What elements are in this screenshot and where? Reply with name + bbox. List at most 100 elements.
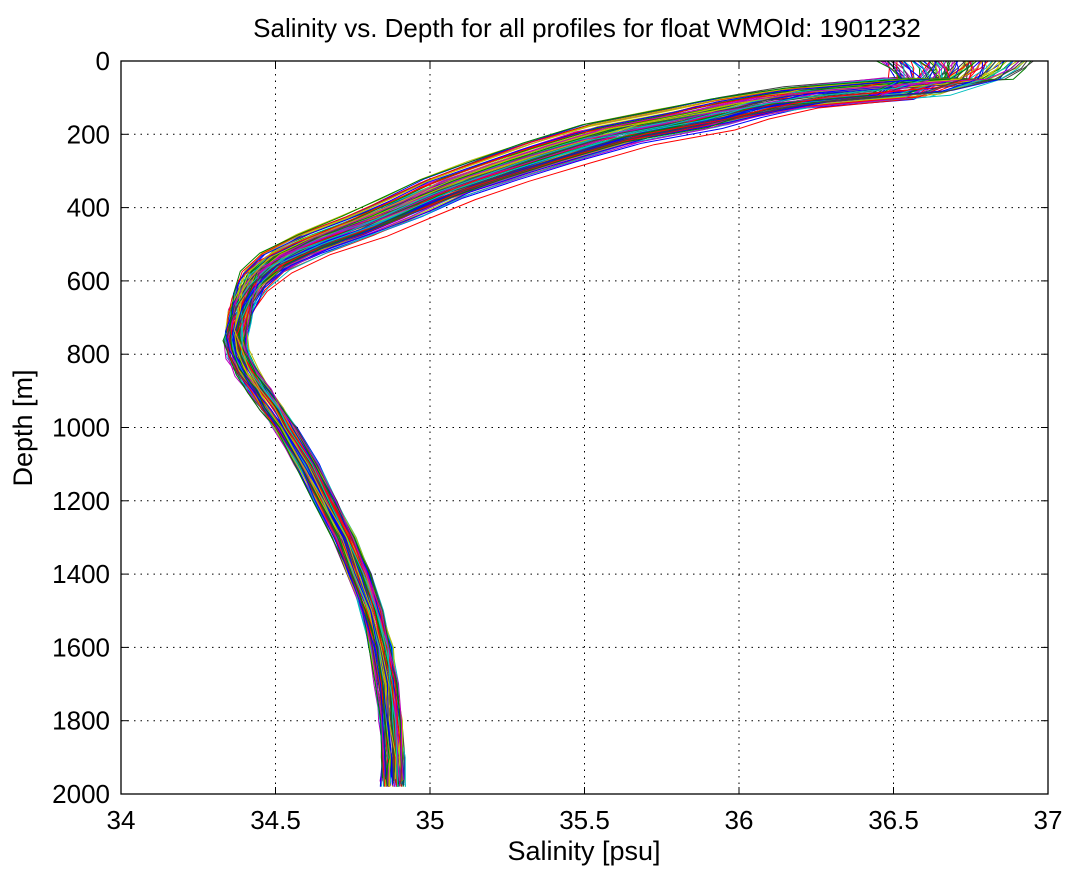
profile-line xyxy=(231,60,960,780)
profile-line xyxy=(242,60,1026,782)
y-tick-label: 1200 xyxy=(52,486,110,516)
x-tick-label: 36.5 xyxy=(868,805,919,835)
profile-line xyxy=(235,60,950,782)
profile-line xyxy=(238,60,988,787)
profile-line xyxy=(236,60,956,779)
profile-line xyxy=(231,60,905,784)
profile-line xyxy=(225,60,1001,787)
profile-line xyxy=(240,60,947,787)
profile-line xyxy=(243,60,938,783)
profile-line xyxy=(229,60,938,787)
profile-line xyxy=(225,60,941,787)
profile-line xyxy=(226,60,1025,787)
profile-line xyxy=(223,60,931,782)
profile-line xyxy=(244,60,993,787)
profile-line xyxy=(234,60,931,782)
profile-line xyxy=(237,60,1020,785)
profile-line xyxy=(222,60,903,779)
profile-line xyxy=(245,60,908,785)
profile-line xyxy=(238,60,972,783)
profile-line xyxy=(242,60,940,787)
profile-line xyxy=(234,60,942,787)
axis-ticks: 34 34.5 35 35.5 36 36.5 37 0 200 400 600 800 1000 120… xyxy=(52,46,1062,835)
profile-line xyxy=(235,60,969,784)
profile-line xyxy=(229,60,951,786)
profile-line xyxy=(227,60,997,787)
profile-line xyxy=(224,60,971,783)
y-tick-label: 1000 xyxy=(52,413,110,443)
x-tick-label: 36 xyxy=(725,805,754,835)
profile-line xyxy=(244,60,914,786)
profile-line xyxy=(229,60,978,780)
profile-line xyxy=(240,60,947,787)
profile-line xyxy=(235,60,982,781)
profile-line xyxy=(227,60,898,787)
profile-line xyxy=(236,60,973,787)
profile-line xyxy=(227,60,947,778)
y-tick-label: 400 xyxy=(67,193,110,223)
profile-line xyxy=(232,60,982,787)
y-tick-label: 1600 xyxy=(52,632,110,662)
y-tick-label: 1400 xyxy=(52,559,110,589)
profile-line xyxy=(234,60,975,787)
profile-line xyxy=(242,60,937,786)
profile-line xyxy=(232,60,1034,784)
profile-line xyxy=(238,60,951,787)
profile-line xyxy=(239,60,915,783)
profile-line xyxy=(233,60,1014,787)
profile-line xyxy=(244,60,916,781)
x-axis-title: Salinity [psu] xyxy=(507,836,660,866)
profile-line xyxy=(229,60,949,785)
profile-line xyxy=(241,60,1028,787)
profile-line xyxy=(240,60,953,784)
profile-line xyxy=(242,60,1008,778)
profile-line xyxy=(243,60,913,786)
profile-line xyxy=(229,60,975,787)
profile-line xyxy=(245,60,1020,780)
profile-line xyxy=(237,60,1005,787)
profile-line xyxy=(229,60,929,787)
grid-lines xyxy=(121,61,1048,794)
profile-lines xyxy=(222,60,1034,787)
profile-line xyxy=(244,60,1006,787)
chart-title: Salinity vs. Depth for all profiles for … xyxy=(253,13,921,43)
profile-line xyxy=(227,60,937,786)
y-tick-label: 1800 xyxy=(52,706,110,736)
profile-line xyxy=(237,60,950,778)
profile-line xyxy=(223,60,1013,787)
profile-line xyxy=(240,60,909,781)
profile-line xyxy=(235,60,911,786)
profile-line xyxy=(232,60,932,779)
profile-line xyxy=(245,60,997,783)
profile-line xyxy=(227,60,1018,787)
profile-line xyxy=(228,60,943,785)
profile-line xyxy=(224,60,937,780)
profile-line xyxy=(242,60,966,778)
profile-line xyxy=(243,60,1024,785)
profile-line xyxy=(246,60,1002,782)
x-tick-label: 37 xyxy=(1034,805,1063,835)
profile-line xyxy=(230,60,989,782)
profile-line xyxy=(244,60,905,781)
profile-line xyxy=(240,60,1032,787)
profile-line xyxy=(223,60,958,782)
profile-line xyxy=(236,60,972,787)
profile-line xyxy=(229,60,937,779)
x-tick-label: 34.5 xyxy=(250,805,301,835)
profile-line xyxy=(228,60,1005,787)
profile-line xyxy=(238,60,981,779)
profile-line xyxy=(234,60,984,780)
profile-line xyxy=(241,60,994,782)
profile-line xyxy=(237,60,949,787)
profile-line xyxy=(243,60,901,787)
profile-line xyxy=(228,60,967,782)
profile-line xyxy=(225,60,970,787)
profile-line xyxy=(231,60,956,786)
profile-line xyxy=(240,60,933,787)
profile-line xyxy=(246,60,943,784)
profile-line xyxy=(234,60,924,782)
profile-line xyxy=(228,60,973,787)
profile-line xyxy=(243,60,967,782)
y-tick-label: 200 xyxy=(67,119,110,149)
